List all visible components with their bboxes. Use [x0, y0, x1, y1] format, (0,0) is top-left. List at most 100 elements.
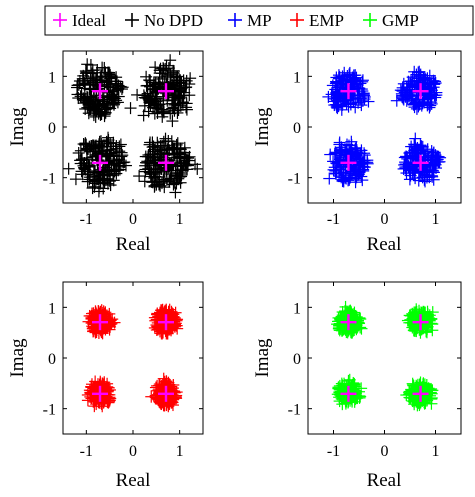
data-point-mp-c2-132	[334, 163, 347, 176]
data-point-mp-c2-139	[346, 147, 359, 160]
data-point-mp-c2-122	[330, 147, 343, 160]
legend: Ideal No DPD MP EMP GMP	[44, 5, 474, 36]
ideal-point-2	[92, 385, 109, 402]
data-point-no-dpd-c2-164	[101, 164, 114, 177]
axes-frame-gmp	[307, 281, 462, 435]
ideal-point-0	[92, 83, 109, 100]
legend-label-ideal: Ideal	[72, 11, 106, 30]
data-point-emp-c1-134	[154, 321, 167, 334]
data-point-emp-c2-139	[101, 385, 114, 398]
data-point-no-dpd-c0-165	[72, 92, 85, 105]
data-point-no-dpd-c2-162	[103, 149, 116, 162]
legend-box	[44, 5, 474, 36]
data-point-no-dpd-c1-141	[174, 97, 187, 110]
data-point-mp-c2-110	[330, 157, 343, 170]
ideal-point-2	[340, 154, 357, 171]
data-point-no-dpd-c3-165	[191, 162, 203, 175]
data-point-mp-c1-132	[423, 81, 436, 94]
data-point-emp-c0-115	[95, 326, 108, 339]
data-point-mp-c3-138	[412, 144, 425, 157]
data-point-no-dpd-c3-164	[174, 143, 187, 156]
data-point-no-dpd-c1-149	[165, 71, 178, 84]
data-point-mp-c3-120	[433, 155, 446, 168]
legend-marker-emp	[290, 13, 304, 27]
data-point-mp-c0-131	[335, 103, 348, 116]
data-point-no-dpd-c2-165	[92, 185, 105, 198]
data-point-mp-c2-96	[324, 148, 337, 161]
data-point-gmp-c0-128	[355, 322, 368, 335]
data-point-mp-c3-136	[405, 151, 418, 164]
data-point-mp-c1-139	[405, 89, 418, 102]
data-point-no-dpd-c1-163	[149, 78, 162, 91]
y-tick-label-mp-1: 1	[293, 69, 301, 86]
data-point-no-dpd-c3-133	[174, 176, 187, 189]
data-point-no-dpd-c1-134	[141, 79, 154, 92]
data-point-no-dpd-c3-168	[183, 150, 196, 163]
data-point-emp-c2-130	[95, 382, 108, 395]
data-point-no-dpd-c1-168	[167, 101, 180, 114]
data-point-no-dpd-c2-122	[72, 146, 85, 159]
data-point-mp-c0-137	[347, 69, 360, 82]
data-point-mp-c0-61	[322, 90, 335, 103]
y-tick-label-no-dpd-1: 1	[48, 69, 56, 86]
data-point-gmp-c1-125	[401, 314, 414, 327]
data-point-no-dpd-c2-152	[74, 144, 87, 157]
ideal-point-3	[157, 154, 174, 171]
data-point-no-dpd-c3-24	[133, 170, 146, 183]
data-point-mp-c1-133	[409, 97, 422, 110]
x-tick-label-gmp-0: 0	[381, 443, 389, 460]
plot-area-mp	[322, 65, 447, 189]
data-point-gmp-c1-131	[403, 309, 416, 322]
panel-emp: -1 0 1 -1 0 1 Real Imag	[7, 281, 204, 491]
data-point-gmp-c1-139	[409, 307, 422, 320]
data-point-mp-c0-124	[340, 97, 353, 110]
data-point-gmp-c3-136	[416, 393, 429, 406]
data-point-no-dpd-c1-164	[167, 65, 180, 78]
y-axis-label-no-dpd: Imag	[7, 107, 28, 147]
data-point-emp-c0-126	[92, 305, 105, 318]
legend-label-gmp: GMP	[382, 11, 419, 30]
x-tick-label-gmp-1: 1	[432, 443, 440, 460]
ideal-point-0	[92, 314, 109, 331]
y-tick-label-emp-1: 1	[48, 300, 56, 317]
data-point-no-dpd-c1-135	[148, 107, 161, 120]
data-point-emp-c1-138	[167, 308, 180, 321]
x-axis-label-emp: Real	[116, 470, 151, 491]
x-axis-label-no-dpd: Real	[116, 234, 151, 255]
panel-no-dpd: -1 0 1 -1 0 1 Real Imag	[7, 50, 204, 255]
data-point-no-dpd-c3-97	[138, 175, 151, 188]
data-point-mp-c3-107	[418, 168, 431, 181]
x-tick-label-mp-1: 1	[432, 211, 440, 228]
y-tick-label-emp-0: 0	[48, 351, 56, 368]
data-point-emp-c1-137	[169, 306, 182, 319]
data-point-mp-c0-114	[356, 74, 369, 87]
axes-frame-emp	[62, 281, 204, 435]
data-point-no-dpd-c3-141	[156, 139, 169, 152]
data-point-no-dpd-c3-129	[159, 132, 172, 145]
data-point-mp-c3-116	[421, 169, 434, 182]
data-point-no-dpd-c3-134	[166, 159, 179, 172]
ticks-gmp	[308, 282, 461, 434]
data-point-no-dpd-c1-158	[153, 67, 166, 80]
data-point-mp-c1-115	[408, 65, 421, 78]
data-point-mp-c1-122	[429, 77, 442, 90]
data-point-no-dpd-c0-155	[71, 79, 84, 92]
data-point-mp-c2-130	[343, 173, 356, 186]
data-point-mp-c0-103	[357, 88, 370, 101]
data-point-no-dpd-c1-23	[131, 88, 144, 101]
data-point-no-dpd-c0-152	[91, 95, 104, 108]
data-point-no-dpd-c1-89	[152, 99, 165, 112]
x-tick-label-no-dpd-0: 0	[129, 211, 137, 228]
ticks-mp	[308, 51, 461, 203]
y-axis-label-gmp: Imag	[252, 338, 273, 378]
data-point-no-dpd-c0-168	[90, 105, 103, 118]
legend-entry-no-dpd: No DPD	[125, 11, 203, 30]
data-point-no-dpd-c2-166	[86, 150, 99, 163]
legend-entry-mp: MP	[228, 11, 272, 30]
data-point-no-dpd-c2-148	[89, 164, 102, 177]
data-point-no-dpd-c2-149	[110, 140, 123, 153]
data-point-no-dpd-c3-145	[147, 148, 160, 161]
ideal-point-0	[340, 314, 357, 331]
y-tick-label-no-dpd-m1: -1	[43, 171, 56, 188]
data-point-no-dpd-c3-156	[148, 145, 161, 158]
